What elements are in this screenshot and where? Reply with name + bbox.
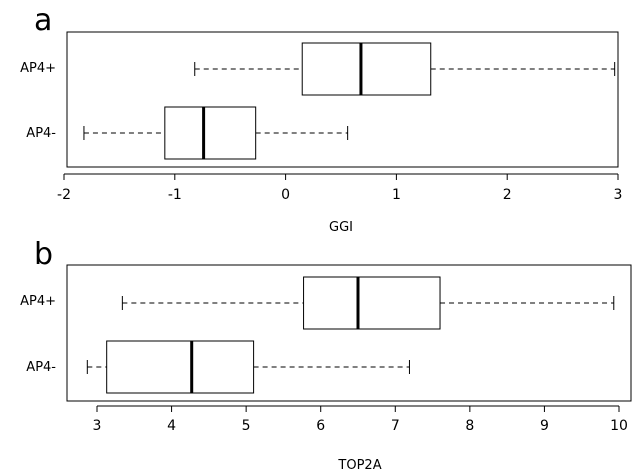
interquartile-box [303, 276, 441, 330]
panel-a-plot-frame [66, 31, 619, 168]
panel-b-x-tick-label: 4 [167, 418, 176, 434]
panel-b-label: b [34, 237, 53, 272]
panel-a-label: a [34, 3, 52, 38]
panel-a-boxes [83, 42, 616, 160]
panel-a-box-ap4-plus [194, 42, 616, 96]
panel-b-boxes [86, 276, 615, 394]
panel-a-x-tick-label: 1 [392, 187, 401, 203]
panel-b-x-tick-label: 7 [391, 418, 400, 434]
panel-b-x-tick-label: 8 [465, 418, 474, 434]
interquartile-box [301, 42, 432, 96]
panel-a-x-axis: -2 -1 0 1 2 3 [57, 173, 623, 203]
panel-b-category-label-ap4-minus: AP4- [26, 360, 56, 375]
panel-a-category-label-ap4-plus: AP4+ [20, 61, 56, 76]
panel-a-x-tick-label: -2 [57, 187, 71, 203]
panel-a-box-ap4-minus [83, 106, 349, 160]
panel-b-x-tick-label: 5 [242, 418, 251, 434]
panel-b-x-tick-label: 3 [93, 418, 102, 434]
panel-b-x-tick-label: 6 [316, 418, 325, 434]
panel-b-box-ap4-minus [86, 340, 410, 394]
panel-b-box-ap4-plus [121, 276, 615, 330]
panel-a-x-tick-label: 3 [614, 187, 623, 203]
panel-b: b AP4+ AP4- 3 4 5 6 7 8 9 10 TOP2A [20, 237, 632, 473]
interquartile-box [164, 106, 257, 160]
panel-b-x-tick-label: 10 [610, 418, 628, 434]
panel-b-x-axis-title: TOP2A [337, 458, 381, 473]
panel-b-plot-frame [66, 264, 632, 402]
interquartile-box [106, 340, 255, 394]
panel-a-x-tick-label: 2 [503, 187, 512, 203]
panel-a-category-label-ap4-minus: AP4- [26, 126, 56, 141]
panel-a: a AP4+ AP4- -2 -1 0 1 2 3 GGI [20, 3, 622, 235]
panel-b-x-axis: 3 4 5 6 7 8 9 10 [93, 405, 628, 434]
panel-a-x-tick-label: 0 [281, 187, 290, 203]
panel-a-x-axis-title: GGI [329, 220, 353, 235]
panel-a-x-tick-label: -1 [168, 187, 182, 203]
panel-b-x-tick-label: 9 [540, 418, 549, 434]
panel-b-category-label-ap4-plus: AP4+ [20, 294, 56, 309]
